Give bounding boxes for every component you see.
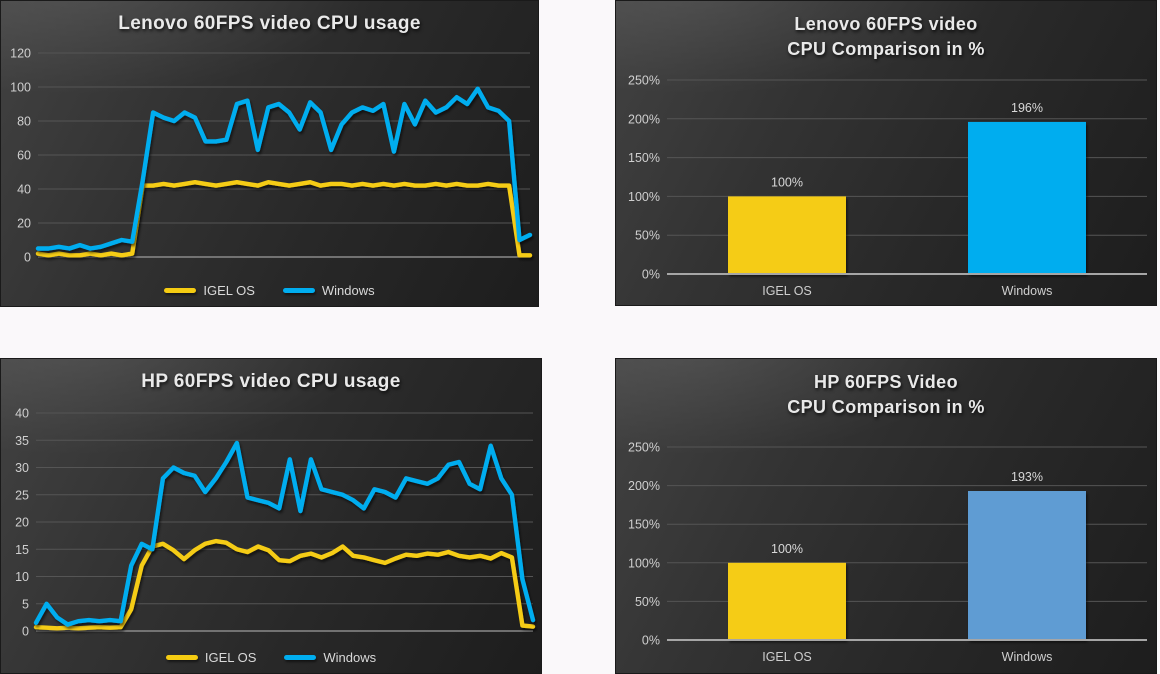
hp-cpu-usage-chart: HP 60FPS video CPU usage 0 5 10 15 20 25 30 35 4…: [0, 358, 542, 674]
legend-label-igel: IGEL OS: [204, 650, 257, 665]
y-tick-label: 5: [22, 597, 29, 611]
hp-bar-title-line1: HP 60FPS Video: [814, 372, 958, 392]
y-tick-label: 25: [15, 488, 29, 502]
legend-item-igel: IGEL OS: [164, 283, 255, 298]
hp-bar-svg: 0% 50% 100% 150% 200% 250% 100% IGEL OS 193% Wind…: [628, 441, 1147, 664]
lenovo-cpu-comparison-chart: Lenovo 60FPS video CPU Comparison in % 0…: [615, 0, 1157, 306]
y-tick-label: 200%: [628, 112, 660, 126]
lenovo-line-plot: 0 20 40 60 80 100 120: [0, 0, 539, 307]
y-tick-label: 60: [17, 149, 31, 163]
y-tick-label: 100%: [628, 556, 660, 570]
legend-item-windows: Windows: [284, 650, 376, 665]
bar-value-label: 193%: [1011, 470, 1043, 484]
y-tick-label: 0: [24, 251, 31, 265]
legend-label-windows: Windows: [323, 650, 377, 665]
y-tick-label: 50%: [635, 595, 660, 609]
y-tick-label: 200%: [628, 479, 660, 493]
hp-cpu-comparison-chart: HP 60FPS Video CPU Comparison in % 0% 50%…: [615, 358, 1157, 674]
bar-value-label: 100%: [771, 175, 803, 189]
y-tick-label: 120: [10, 47, 31, 61]
lenovo-line-svg: 0 20 40 60 80 100 120: [10, 47, 533, 265]
bar-igel-os: [728, 562, 846, 640]
series-line-igel-os: [35, 179, 533, 258]
lenovo-cpu-usage-chart: Lenovo 60FPS video CPU usage 0 20 40 60 80 10…: [0, 0, 539, 307]
lenovo-bar-plot: 0% 50% 100% 150% 200% 250% 100% IGEL OS 196% Wind…: [615, 0, 1157, 306]
y-tick-label: 30: [15, 461, 29, 475]
hp-line-svg: 0 5 10 15 20 25 30 35 40: [15, 407, 536, 639]
y-tick-label: 0%: [642, 634, 660, 648]
hp-bar-plot: 0% 50% 100% 150% 200% 250% 100% IGEL OS 193% Wind…: [615, 358, 1157, 674]
legend-item-windows: Windows: [282, 283, 375, 298]
hp-line-plot: 0 5 10 15 20 25 30 35 40: [0, 358, 542, 674]
lenovo-line-title: Lenovo 60FPS video CPU usage: [118, 13, 421, 34]
bar-value-label: 100%: [771, 542, 803, 556]
bar-value-label: 196%: [1011, 101, 1043, 115]
category-label: Windows: [1002, 284, 1053, 298]
lenovo-bar-title: Lenovo 60FPS video CPU Comparison in %: [615, 12, 1157, 62]
windows-line-swatch: [282, 288, 315, 293]
legend-item-igel: IGEL OS: [165, 650, 257, 665]
series-line-windows: [33, 440, 536, 627]
y-tick-label: 100%: [628, 190, 660, 204]
y-tick-label: 50%: [635, 229, 660, 243]
y-tick-label: 250%: [628, 441, 660, 455]
bar-windows: [968, 491, 1086, 640]
legend-label-igel: IGEL OS: [203, 283, 255, 298]
series-line-windows: [35, 86, 533, 251]
lenovo-line-legend: IGEL OS Windows: [0, 283, 539, 298]
lenovo-bar-svg: 0% 50% 100% 150% 200% 250% 100% IGEL OS 196% Wind…: [628, 74, 1147, 298]
bar-windows: [968, 121, 1086, 275]
y-tick-label: 150%: [628, 151, 660, 165]
hp-bar-title-line2: CPU Comparison in %: [787, 397, 985, 417]
y-tick-label: 40: [17, 183, 31, 197]
windows-line-swatch: [284, 655, 317, 660]
igel-line-swatch: [164, 288, 197, 293]
hp-line-title: HP 60FPS video CPU usage: [141, 371, 401, 392]
y-tick-label: 0%: [642, 268, 660, 282]
legend-label-windows: Windows: [321, 283, 375, 298]
y-tick-label: 20: [17, 217, 31, 231]
y-tick-label: 10: [15, 570, 29, 584]
hp-bar-title: HP 60FPS Video CPU Comparison in %: [615, 370, 1157, 420]
igel-line-swatch: [165, 655, 198, 660]
y-tick-label: 40: [15, 407, 29, 421]
series-line-igel-os: [33, 538, 536, 631]
y-tick-label: 80: [17, 115, 31, 129]
y-tick-label: 150%: [628, 518, 660, 532]
lenovo-bar-title-line2: CPU Comparison in %: [787, 39, 985, 59]
category-label: IGEL OS: [762, 284, 812, 298]
category-label: IGEL OS: [762, 650, 812, 664]
lenovo-bar-title-line1: Lenovo 60FPS video: [794, 14, 978, 34]
y-tick-label: 100: [10, 81, 31, 95]
bar-igel-os: [728, 196, 846, 274]
y-tick-label: 0: [22, 625, 29, 639]
y-tick-label: 20: [15, 516, 29, 530]
y-tick-label: 35: [15, 434, 29, 448]
category-label: Windows: [1002, 650, 1053, 664]
hp-line-legend: IGEL OS Windows: [0, 650, 542, 665]
y-tick-label: 250%: [628, 74, 660, 88]
y-tick-label: 15: [15, 543, 29, 557]
